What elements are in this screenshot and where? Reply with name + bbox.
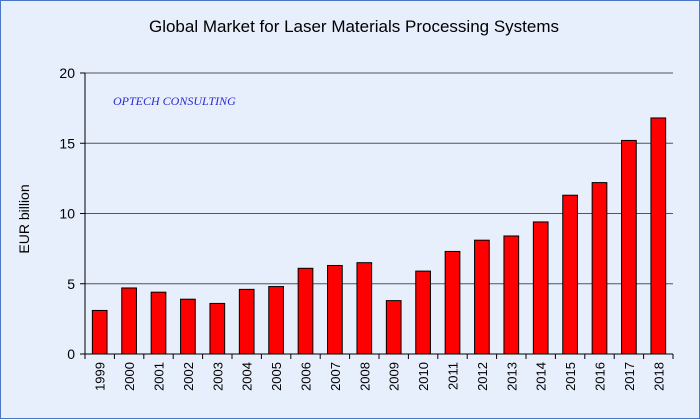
x-tick-label: 2012	[475, 362, 490, 391]
x-tick-label: 2008	[357, 362, 372, 391]
bar-2001	[150, 291, 167, 355]
bar-2004	[238, 288, 255, 355]
y-axis-ticks: 0 5 10 15 20	[59, 65, 85, 362]
x-tick-label: 2015	[563, 362, 578, 391]
bar-2015	[562, 194, 578, 355]
bar-2003	[209, 302, 226, 355]
x-tick-label: 2013	[504, 362, 519, 391]
x-axis-ticks: 1999 2000 2001 2002 2003 2004 2005 2006 2007 2008…	[84, 354, 674, 391]
bar-2018	[650, 117, 667, 355]
bar-2000	[121, 287, 137, 355]
y-tick-label: 0	[67, 346, 75, 362]
bar-2013	[503, 235, 520, 355]
y-tick-label: 20	[59, 65, 75, 81]
y-tick-label: 15	[59, 135, 75, 151]
y-tick-label: 5	[67, 276, 75, 292]
x-tick-label: 2009	[387, 362, 402, 391]
bar-2006	[297, 267, 314, 355]
y-tick-label: 10	[59, 206, 75, 222]
x-tick-label: 2006	[299, 362, 314, 391]
x-tick-label: 2017	[622, 362, 637, 391]
bar-2017	[621, 139, 637, 355]
x-tick-label: 2003	[210, 362, 225, 391]
bar-1999	[91, 309, 108, 355]
axes	[84, 73, 673, 355]
x-tick-label: 2011	[446, 362, 461, 390]
x-tick-label: 2002	[181, 362, 196, 391]
x-tick-label: 2004	[240, 362, 255, 391]
bar-2002	[180, 298, 196, 355]
x-tick-label: 1999	[93, 362, 108, 391]
bar-2014	[532, 221, 549, 355]
bar-2012	[474, 239, 490, 355]
bar-2005	[268, 286, 284, 355]
x-tick-label: 2014	[534, 362, 549, 391]
bar-2010	[415, 270, 431, 355]
bar-2011	[444, 250, 461, 355]
bar-2016	[591, 182, 608, 355]
y-axis-label: EUR billion	[16, 184, 32, 253]
x-tick-label: 2005	[269, 362, 284, 391]
x-tick-label: 2001	[152, 362, 167, 391]
x-tick-label: 2007	[328, 362, 343, 391]
bar-2007	[327, 264, 343, 355]
chart-title: Global Market for Laser Materials Proces…	[149, 17, 559, 36]
bar-2009	[385, 300, 402, 355]
x-tick-label: 2016	[593, 362, 608, 391]
watermark-label: OPTECH CONSULTING	[113, 94, 236, 108]
x-tick-label: 2018	[651, 362, 666, 391]
x-tick-label: 2000	[122, 362, 137, 391]
bar-2008	[356, 262, 373, 355]
x-tick-label: 2010	[416, 362, 431, 391]
bars	[91, 117, 667, 355]
